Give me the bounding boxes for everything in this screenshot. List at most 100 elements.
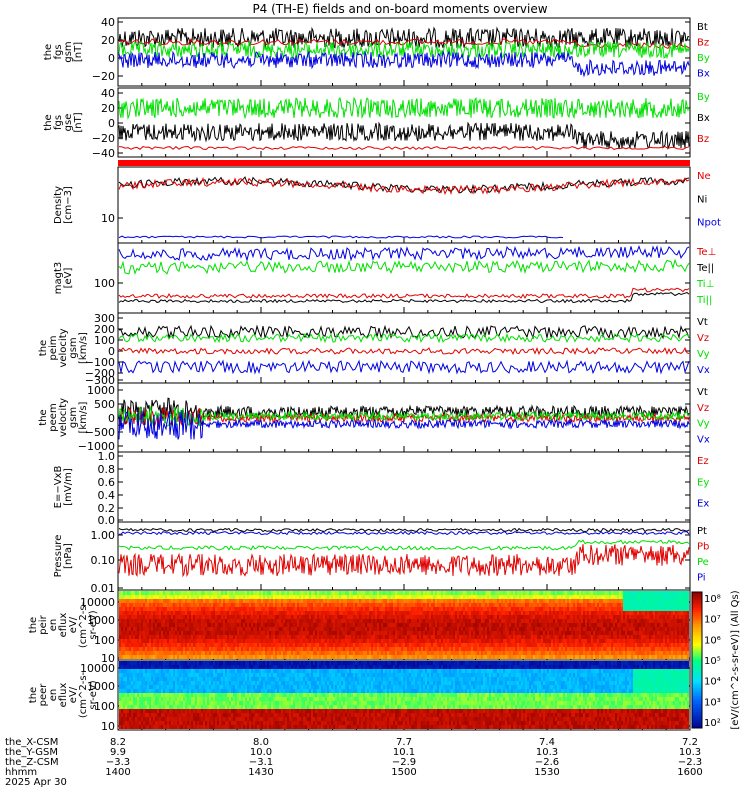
spectrogram-cell — [195, 647, 197, 651]
spectrogram-cell — [353, 647, 355, 651]
spectrogram-cell — [637, 647, 639, 651]
spectrogram-cell — [599, 651, 601, 655]
spectrogram-cell — [385, 623, 387, 627]
spectrogram-cell — [565, 607, 567, 611]
spectrogram-cell — [187, 591, 189, 595]
spectrogram-cell — [333, 591, 335, 595]
spectrogram-cell — [283, 647, 285, 651]
spectrogram-cell — [227, 651, 229, 655]
spectrogram-cell — [563, 615, 565, 619]
spectrogram-cell — [583, 591, 585, 595]
spectrogram-cell — [295, 631, 297, 635]
spectrogram-cell — [147, 631, 149, 635]
spectrogram-cell — [151, 651, 153, 655]
spectrogram-cell — [475, 635, 477, 639]
spectrogram-cell — [353, 603, 355, 607]
spectrogram-cell — [603, 595, 605, 599]
spectrogram-cell — [453, 595, 455, 599]
spectrogram-cell — [399, 651, 401, 655]
spectrogram-cell — [631, 639, 633, 643]
spectrogram-cell — [123, 619, 125, 623]
spectrogram-cell — [523, 635, 525, 639]
spectrogram-cell — [615, 591, 617, 595]
spectrogram-cell — [133, 643, 135, 647]
spectrogram-cell — [251, 607, 253, 611]
spectrogram-cell — [199, 631, 201, 635]
spectrogram-cell — [129, 619, 131, 623]
spectrogram-cell — [499, 639, 501, 643]
spectrogram-cell — [631, 611, 633, 615]
spectrogram-cell — [519, 619, 521, 623]
spectrogram-cell — [581, 639, 583, 643]
spectrogram-cell — [141, 647, 143, 651]
spectrogram-cell — [519, 607, 521, 611]
spectrogram-cell — [465, 607, 467, 611]
spectrogram-cell — [415, 603, 417, 607]
spectrogram-cell — [635, 619, 637, 623]
spectrogram-cell — [359, 639, 361, 643]
spectrogram-cell — [271, 627, 273, 631]
spectrogram-cell — [349, 623, 351, 627]
spectrogram-cell — [489, 623, 491, 627]
spectrogram-cell — [179, 611, 181, 615]
spectrogram-cell — [367, 631, 369, 635]
spectrogram-cell — [535, 591, 537, 595]
legend-entry: Te|| — [696, 263, 714, 274]
spectrogram-cell — [381, 655, 383, 659]
spectrogram-cell — [285, 615, 287, 619]
spectrogram-cell — [351, 591, 353, 595]
spectrogram-cell — [545, 635, 547, 639]
spectrogram-cell — [271, 591, 273, 595]
spectrogram-cell — [587, 651, 589, 655]
spectrogram-cell — [577, 603, 579, 607]
spectrogram-cell — [287, 591, 289, 595]
spectrogram-cell — [221, 603, 223, 607]
spectrogram-cell — [309, 647, 311, 651]
spectrogram-cell — [215, 627, 217, 631]
spectrogram-cell — [589, 623, 591, 627]
spectrogram-cell — [307, 643, 309, 647]
spectrogram-cell — [475, 655, 477, 659]
spectrogram-cell — [257, 643, 259, 647]
spectrogram-cell — [527, 655, 529, 659]
spectrogram-cell — [593, 631, 595, 635]
spectrogram-cell — [429, 655, 431, 659]
spectrogram-cell — [375, 619, 377, 623]
spectrogram-cell — [299, 611, 301, 615]
spectrogram-cell — [583, 639, 585, 643]
spectrogram-cell — [305, 615, 307, 619]
spectrogram-cell — [181, 607, 183, 611]
spectrogram-cell — [529, 655, 531, 659]
spectrogram-cell — [415, 655, 417, 659]
spectrogram-cell — [283, 595, 285, 599]
spectrogram-cell — [281, 655, 283, 659]
spectrogram-cell — [267, 611, 269, 615]
spectrogram-cell — [557, 591, 559, 595]
spectrogram-cell — [317, 591, 319, 595]
spectrogram-cell — [413, 639, 415, 643]
spectrogram-cell — [273, 619, 275, 623]
spectrogram-cell — [369, 595, 371, 599]
spectrogram-cell — [249, 651, 251, 655]
spectrogram-cell — [215, 635, 217, 639]
spectrogram-cell — [229, 623, 231, 627]
spectrogram-cell — [307, 655, 309, 659]
spectrogram-cell — [419, 623, 421, 627]
spectrogram-cell — [197, 643, 199, 647]
spectrogram-cell — [607, 635, 609, 639]
spectrogram-cell — [441, 647, 443, 651]
spectrogram-cell — [243, 643, 245, 647]
spectrogram-cell — [553, 631, 555, 635]
spectrogram-cell — [439, 635, 441, 639]
spectrogram-cell — [151, 611, 153, 615]
spectrogram-cell — [583, 647, 585, 651]
spectrogram-cell — [447, 647, 449, 651]
spectrogram-cell — [551, 619, 553, 623]
spectrogram-cell — [465, 635, 467, 639]
spectrogram-cell — [379, 591, 381, 595]
spectrogram-cell — [247, 619, 249, 623]
spectrogram-cell — [183, 639, 185, 643]
spectrogram-cell — [123, 631, 125, 635]
spectrogram-cell — [415, 651, 417, 655]
spectrogram-cell — [639, 627, 641, 631]
